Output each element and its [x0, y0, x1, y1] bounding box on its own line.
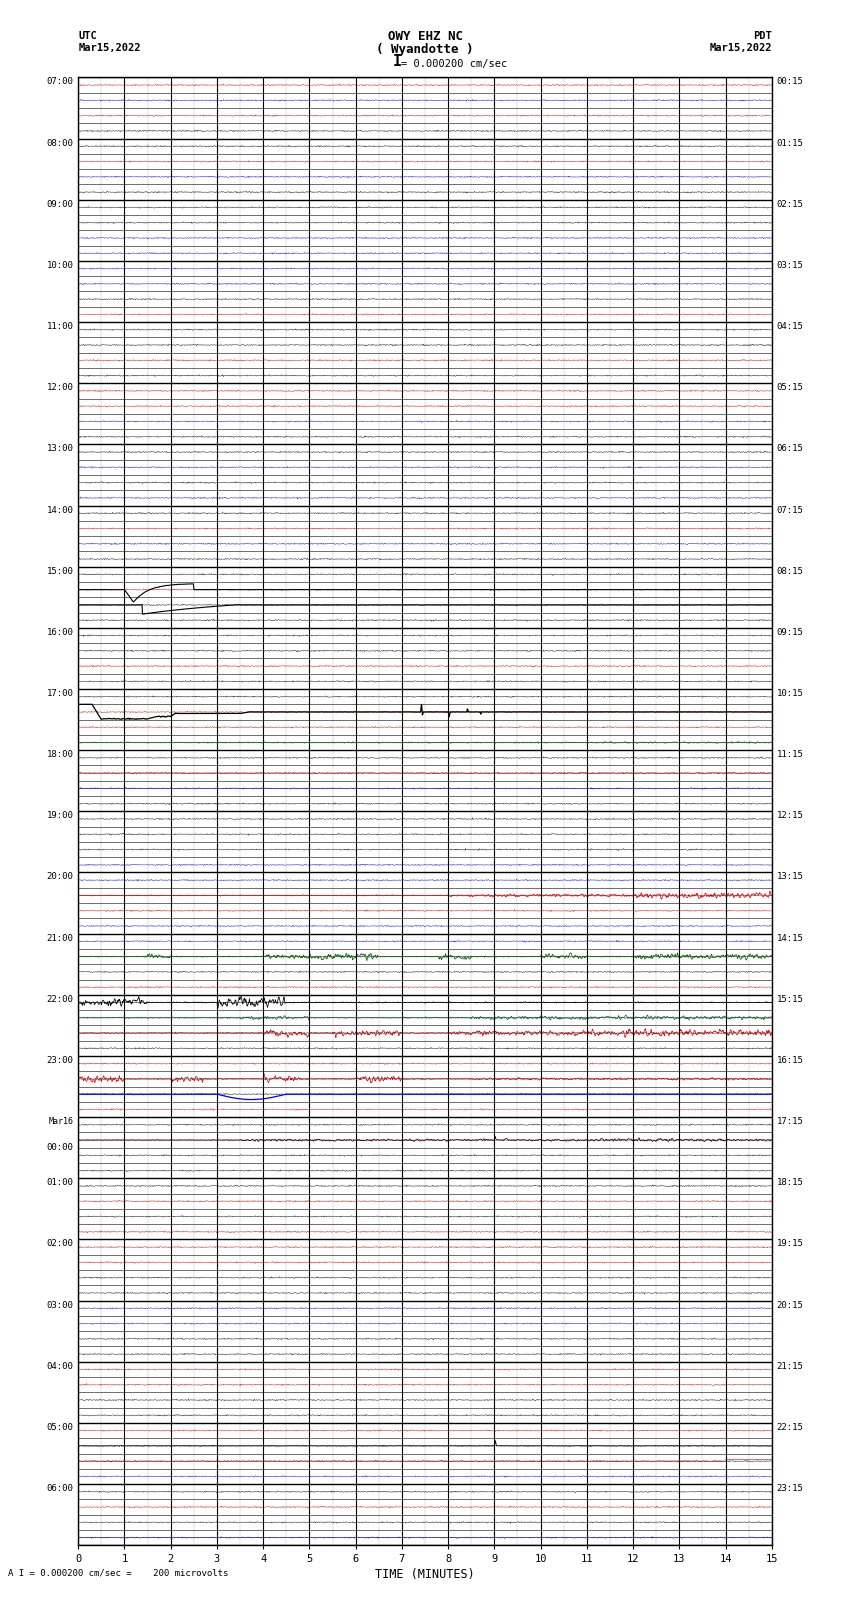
Text: 17:15: 17:15 — [777, 1118, 803, 1126]
X-axis label: TIME (MINUTES): TIME (MINUTES) — [375, 1568, 475, 1581]
Text: 09:00: 09:00 — [47, 200, 73, 208]
Text: 18:15: 18:15 — [777, 1177, 803, 1187]
Text: 13:15: 13:15 — [777, 873, 803, 881]
Text: = 0.000200 cm/sec: = 0.000200 cm/sec — [401, 60, 507, 69]
Text: I: I — [393, 55, 402, 69]
Text: 15:15: 15:15 — [777, 995, 803, 1003]
Text: 21:15: 21:15 — [777, 1361, 803, 1371]
Text: 13:00: 13:00 — [47, 444, 73, 453]
Text: OWY EHZ NC: OWY EHZ NC — [388, 29, 462, 44]
Text: 19:00: 19:00 — [47, 811, 73, 821]
Text: 20:00: 20:00 — [47, 873, 73, 881]
Text: 11:15: 11:15 — [777, 750, 803, 760]
Text: 12:00: 12:00 — [47, 384, 73, 392]
Text: 23:00: 23:00 — [47, 1057, 73, 1065]
Text: 16:00: 16:00 — [47, 627, 73, 637]
Text: 22:00: 22:00 — [47, 995, 73, 1003]
Text: 08:00: 08:00 — [47, 139, 73, 147]
Text: 10:00: 10:00 — [47, 261, 73, 269]
Text: UTC: UTC — [78, 31, 97, 40]
Text: 06:00: 06:00 — [47, 1484, 73, 1494]
Text: 02:15: 02:15 — [777, 200, 803, 208]
Text: ( Wyandotte ): ( Wyandotte ) — [377, 44, 473, 56]
Text: Mar16: Mar16 — [48, 1118, 73, 1126]
Text: 22:15: 22:15 — [777, 1423, 803, 1432]
Text: A I = 0.000200 cm/sec =    200 microvolts: A I = 0.000200 cm/sec = 200 microvolts — [8, 1568, 229, 1578]
Text: 19:15: 19:15 — [777, 1239, 803, 1248]
Text: 07:00: 07:00 — [47, 77, 73, 87]
Text: 20:15: 20:15 — [777, 1300, 803, 1310]
Text: PDT: PDT — [753, 31, 772, 40]
Text: Mar15,2022: Mar15,2022 — [709, 44, 772, 53]
Text: 11:00: 11:00 — [47, 323, 73, 331]
Text: 00:15: 00:15 — [777, 77, 803, 87]
Text: 01:00: 01:00 — [47, 1177, 73, 1187]
Text: 02:00: 02:00 — [47, 1239, 73, 1248]
Text: 03:00: 03:00 — [47, 1300, 73, 1310]
Text: 03:15: 03:15 — [777, 261, 803, 269]
Text: 06:15: 06:15 — [777, 444, 803, 453]
Text: 05:15: 05:15 — [777, 384, 803, 392]
Text: 05:00: 05:00 — [47, 1423, 73, 1432]
Text: 01:15: 01:15 — [777, 139, 803, 147]
Text: Mar15,2022: Mar15,2022 — [78, 44, 141, 53]
Text: 04:00: 04:00 — [47, 1361, 73, 1371]
Text: 14:15: 14:15 — [777, 934, 803, 942]
Text: 21:00: 21:00 — [47, 934, 73, 942]
Text: 16:15: 16:15 — [777, 1057, 803, 1065]
Text: 09:15: 09:15 — [777, 627, 803, 637]
Text: 14:00: 14:00 — [47, 505, 73, 515]
Text: 18:00: 18:00 — [47, 750, 73, 760]
Text: 15:00: 15:00 — [47, 566, 73, 576]
Text: 07:15: 07:15 — [777, 505, 803, 515]
Text: 04:15: 04:15 — [777, 323, 803, 331]
Text: 17:00: 17:00 — [47, 689, 73, 698]
Text: 00:00: 00:00 — [47, 1144, 73, 1152]
Text: 23:15: 23:15 — [777, 1484, 803, 1494]
Text: 12:15: 12:15 — [777, 811, 803, 821]
Text: 10:15: 10:15 — [777, 689, 803, 698]
Text: 08:15: 08:15 — [777, 566, 803, 576]
